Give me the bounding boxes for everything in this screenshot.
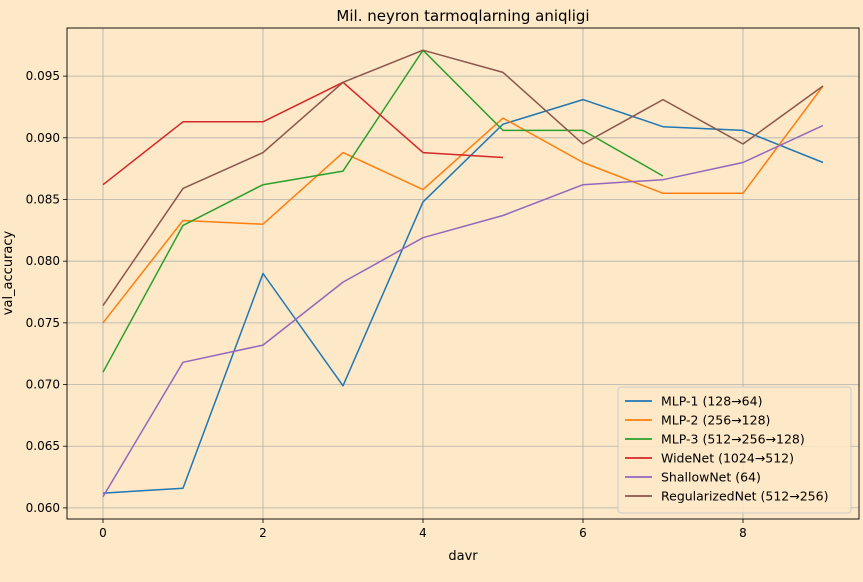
y-tick-label: 0.075	[26, 316, 60, 330]
series-line	[102, 85, 824, 324]
axis-ticks: 0 2 4 6 8 0.060 0.065 0.070 0.075 0.080 0.085 0.090…	[26, 69, 747, 540]
series-line	[102, 81, 504, 186]
x-tick-label: 4	[419, 526, 427, 540]
x-axis-label: davr	[448, 549, 478, 564]
y-tick-label: 0.060	[26, 501, 60, 515]
series-line	[102, 49, 824, 307]
x-tick-label: 2	[259, 526, 267, 540]
y-tick-label: 0.090	[26, 131, 60, 145]
legend: MLP-1 (128→64) MLP-2 (256→128) MLP-3 (512→…	[617, 386, 852, 514]
series-line	[102, 124, 824, 498]
y-tick-label: 0.095	[26, 69, 60, 83]
x-tick-label: 0	[99, 526, 107, 540]
y-tick-label: 0.065	[26, 439, 60, 453]
legend-label: MLP-1 (128→64)	[661, 394, 762, 409]
series-lines	[102, 49, 824, 498]
y-tick-label: 0.070	[26, 378, 60, 392]
y-tick-label: 0.085	[26, 192, 60, 206]
legend-label: MLP-2 (256→128)	[661, 413, 770, 428]
x-tick-label: 6	[579, 526, 587, 540]
series-line	[102, 98, 824, 494]
y-axis-label: val_accuracy	[1, 230, 16, 315]
legend-label: ShallowNet (64)	[661, 470, 761, 485]
chart-title: Mil. neyron tarmoqlarning aniqligi	[336, 7, 589, 25]
y-tick-label: 0.080	[26, 254, 60, 268]
x-tick-label: 8	[739, 526, 747, 540]
legend-label: WideNet (1024→512)	[661, 451, 794, 466]
legend-label: RegularizedNet (512→256)	[661, 489, 828, 504]
legend-box	[617, 386, 852, 514]
legend-label: MLP-3 (512→256→128)	[661, 432, 805, 447]
plot-frame	[66, 27, 860, 520]
series-line	[102, 49, 664, 373]
